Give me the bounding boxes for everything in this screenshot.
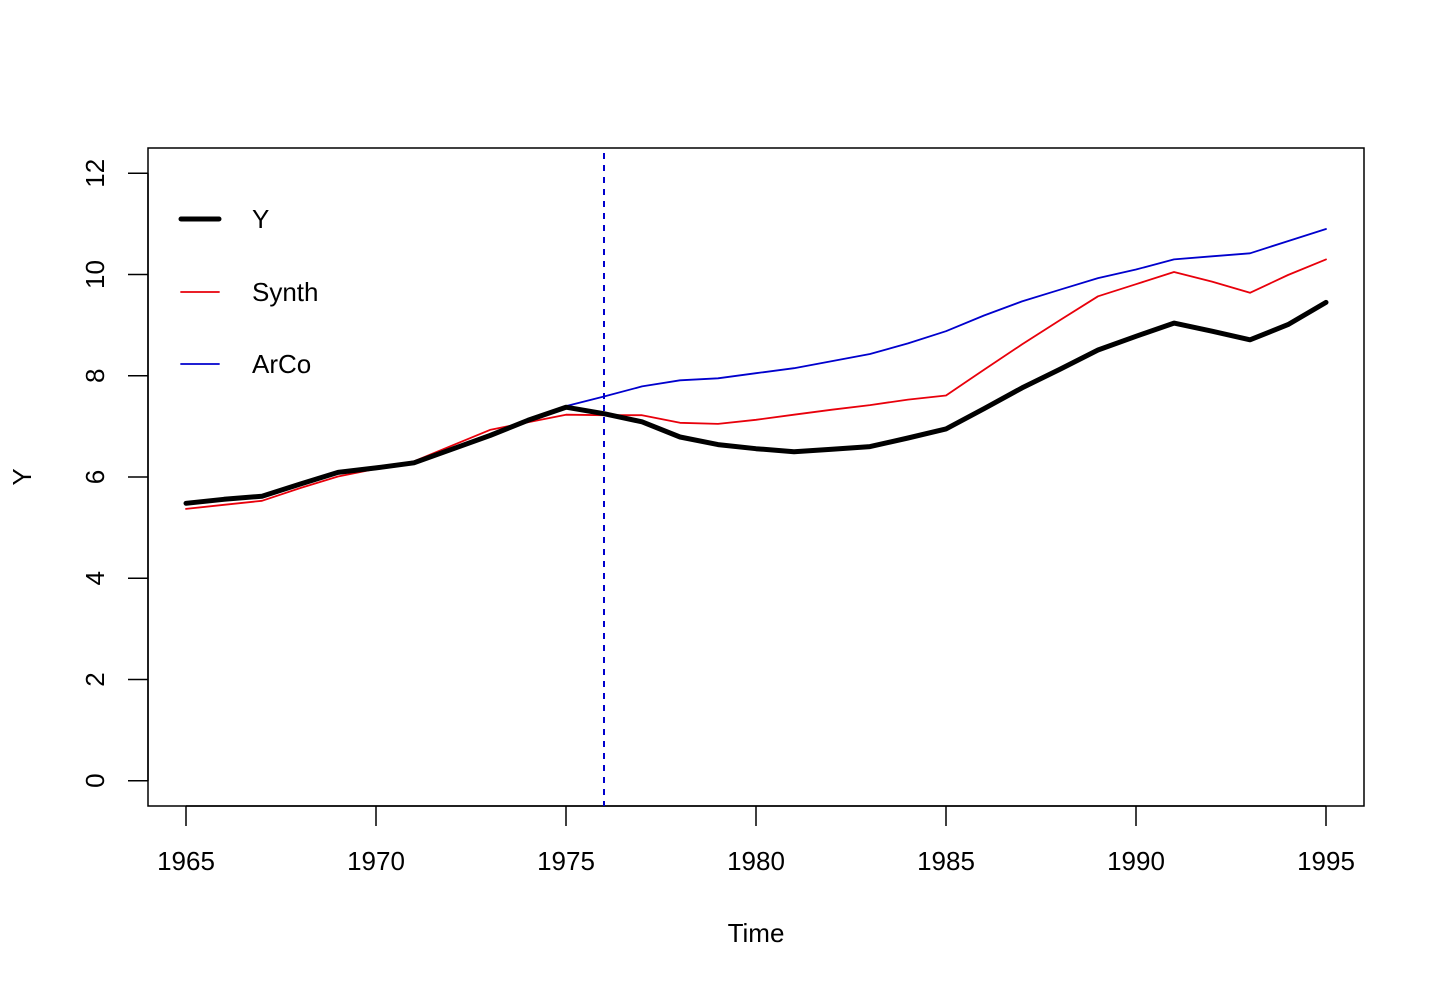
legend: Y Synth ArCo [178,204,319,379]
x-tick-label-1975: 1975 [537,846,595,876]
x-tick-label-1965: 1965 [157,846,215,876]
series-line-arco [185,228,1327,506]
y-tick-label-12: 12 [80,159,110,188]
series-line-y [183,299,1329,506]
x-axis: 1965 1970 1975 1980 1985 1990 1995 [157,805,1355,876]
y-tick-label-8: 8 [80,369,110,383]
series-layer [183,228,1329,510]
y-tick-label-10: 10 [80,260,110,289]
legend-label-y: Y [252,204,269,234]
y-axis-label: Y [7,468,37,485]
legend-label-arco: ArCo [252,349,311,379]
legend-label-synth: Synth [252,277,319,307]
y-tick-label-4: 4 [80,571,110,585]
y-axis: 0 2 4 6 8 10 12 [80,159,149,788]
x-tick-label-1985: 1985 [917,846,975,876]
x-tick-label-1995: 1995 [1297,846,1355,876]
y-tick-label-2: 2 [80,672,110,686]
x-axis-label: Time [728,918,785,948]
x-tick-label-1990: 1990 [1107,846,1165,876]
y-tick-label-0: 0 [80,773,110,787]
x-tick-label-1980: 1980 [727,846,785,876]
y-tick-label-6: 6 [80,470,110,484]
x-tick-label-1970: 1970 [347,846,405,876]
